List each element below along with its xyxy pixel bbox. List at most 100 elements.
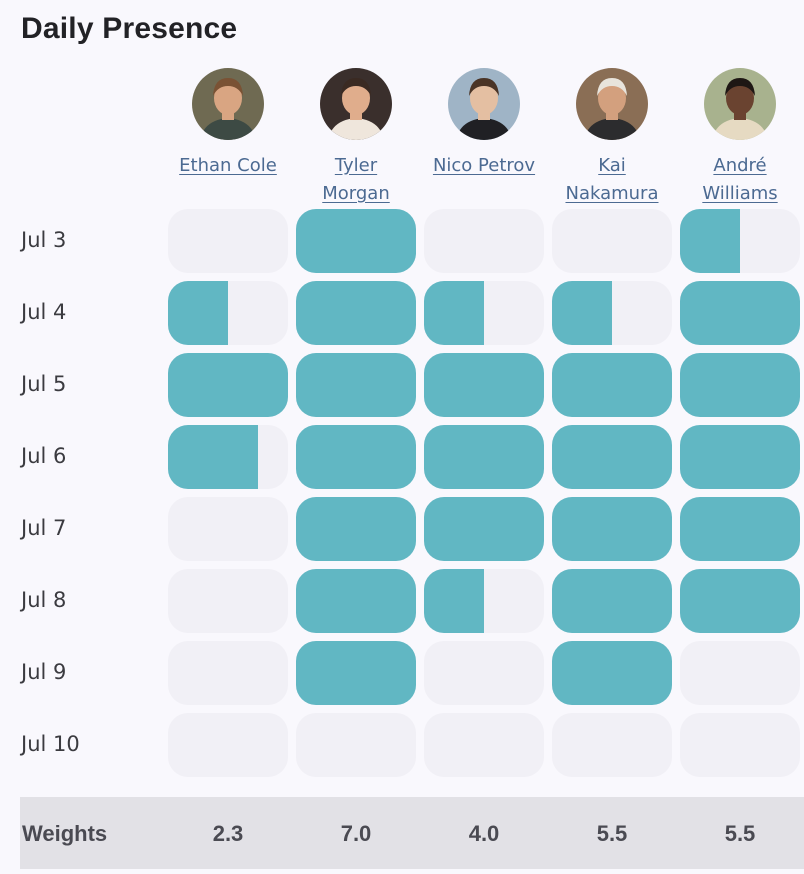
page-title: Daily Presence [21, 12, 238, 45]
presence-cell[interactable] [680, 353, 800, 417]
day-label: Jul 3 [21, 228, 67, 252]
person-name-line1: Tyler [334, 155, 378, 176]
avatar-kai-nakamura[interactable] [576, 68, 648, 140]
presence-cell[interactable] [424, 281, 544, 345]
presence-cell[interactable] [168, 641, 288, 705]
presence-fill [680, 209, 740, 273]
presence-cell[interactable] [168, 497, 288, 561]
presence-fill [424, 425, 544, 489]
day-label: Jul 5 [21, 372, 67, 396]
person-column-header: Nico Petrov [420, 68, 548, 180]
person-name-link[interactable]: Tyler Morgan [292, 152, 420, 208]
presence-cell[interactable] [168, 353, 288, 417]
presence-cell[interactable] [424, 209, 544, 273]
presence-cell[interactable] [424, 569, 544, 633]
presence-fill [168, 425, 258, 489]
presence-cell[interactable] [680, 569, 800, 633]
person-name-line1: Nico Petrov [432, 155, 536, 176]
person-column-header: Kai Nakamura [548, 68, 676, 208]
presence-cell[interactable] [168, 425, 288, 489]
weight-value: 5.5 [724, 821, 756, 846]
person-name-line1: Kai [598, 155, 626, 176]
person-name-link[interactable]: Ethan Cole [164, 152, 292, 180]
avatar-ethan-cole[interactable] [192, 68, 264, 140]
avatar-nico-petrov[interactable] [448, 68, 520, 140]
person-name-line2: Williams [702, 183, 778, 204]
presence-cell[interactable] [168, 281, 288, 345]
presence-cell[interactable] [680, 281, 800, 345]
presence-fill [168, 281, 228, 345]
presence-cell[interactable] [552, 497, 672, 561]
presence-fill [680, 425, 800, 489]
person-name-link[interactable]: Nico Petrov [420, 152, 548, 180]
presence-cell[interactable] [680, 497, 800, 561]
presence-fill [552, 569, 672, 633]
presence-cell[interactable] [424, 497, 544, 561]
presence-cell[interactable] [296, 425, 416, 489]
presence-cell[interactable] [424, 713, 544, 777]
presence-fill [552, 281, 612, 345]
day-label: Jul 4 [21, 300, 67, 324]
person-name-line2: Morgan [322, 183, 390, 204]
day-label: Jul 8 [21, 588, 67, 612]
weights-label: Weights [22, 821, 108, 846]
presence-fill [296, 209, 416, 273]
presence-cell[interactable] [552, 209, 672, 273]
presence-cell[interactable] [296, 209, 416, 273]
presence-cell[interactable] [296, 713, 416, 777]
presence-fill [680, 497, 800, 561]
presence-fill [296, 497, 416, 561]
presence-cell[interactable] [296, 569, 416, 633]
presence-cell[interactable] [296, 353, 416, 417]
presence-fill [552, 641, 672, 705]
presence-cell[interactable] [552, 425, 672, 489]
avatar-tyler-morgan[interactable] [320, 68, 392, 140]
presence-fill [168, 353, 288, 417]
presence-cell[interactable] [552, 713, 672, 777]
presence-cell[interactable] [168, 713, 288, 777]
presence-cell[interactable] [296, 497, 416, 561]
presence-cell[interactable] [552, 641, 672, 705]
avatar-andre-williams[interactable] [704, 68, 776, 140]
person-name-line1: André [713, 155, 767, 176]
presence-fill [552, 353, 672, 417]
weight-value: 2.3 [212, 821, 244, 846]
presence-fill [424, 281, 484, 345]
person-column-header: André Williams [676, 68, 804, 208]
presence-cell[interactable] [424, 353, 544, 417]
presence-cell[interactable] [168, 209, 288, 273]
person-column-header: Tyler Morgan [292, 68, 420, 208]
presence-cell[interactable] [168, 569, 288, 633]
presence-cell[interactable] [680, 641, 800, 705]
weights-footer [20, 797, 804, 869]
day-label: Jul 10 [21, 732, 80, 756]
presence-cell[interactable] [424, 641, 544, 705]
presence-cell[interactable] [296, 641, 416, 705]
presence-cell[interactable] [552, 569, 672, 633]
person-name-line2: Nakamura [565, 183, 659, 204]
weight-value: 4.0 [468, 821, 500, 846]
presence-fill [296, 281, 416, 345]
day-label: Jul 9 [21, 660, 67, 684]
presence-cell[interactable] [424, 425, 544, 489]
presence-cell[interactable] [296, 281, 416, 345]
day-label: Jul 7 [21, 516, 67, 540]
presence-fill [424, 497, 544, 561]
presence-cell[interactable] [552, 281, 672, 345]
presence-cell[interactable] [680, 713, 800, 777]
presence-fill [424, 569, 484, 633]
presence-fill [552, 497, 672, 561]
presence-cell[interactable] [680, 209, 800, 273]
presence-cell[interactable] [552, 353, 672, 417]
person-name-link[interactable]: André Williams [676, 152, 804, 208]
presence-fill [680, 569, 800, 633]
presence-fill [552, 425, 672, 489]
presence-fill [680, 353, 800, 417]
weight-value: 5.5 [596, 821, 628, 846]
presence-fill [296, 569, 416, 633]
day-label: Jul 6 [21, 444, 67, 468]
presence-fill [424, 353, 544, 417]
presence-cell[interactable] [680, 425, 800, 489]
presence-fill [296, 641, 416, 705]
person-name-link[interactable]: Kai Nakamura [548, 152, 676, 208]
